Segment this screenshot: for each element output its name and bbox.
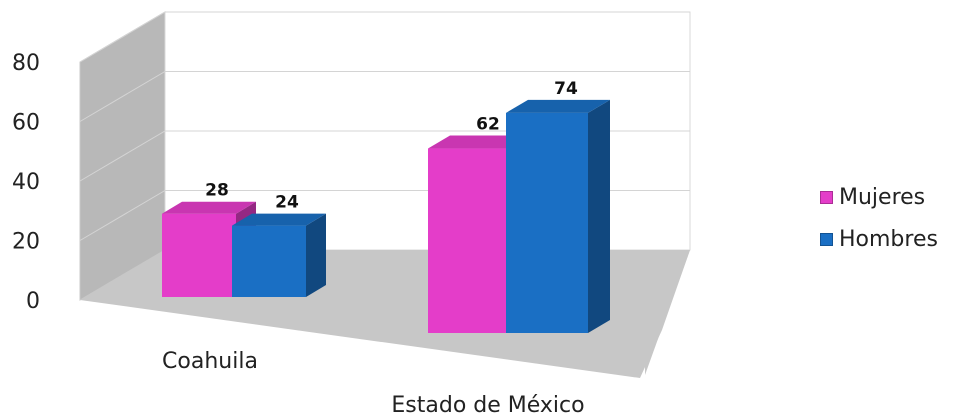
legend-item-mujeres: Mujeres	[820, 176, 938, 218]
y-tick-label: 60	[12, 111, 40, 136]
bar-side	[588, 99, 610, 333]
bar-front	[428, 148, 510, 333]
bar-front	[232, 225, 306, 297]
legend-item-hombres: Hombres	[820, 218, 938, 260]
bar-top	[506, 99, 610, 113]
y-tick-label: 20	[12, 230, 40, 255]
legend-label-hombres: Hombres	[839, 226, 938, 252]
y-tick-label: 80	[12, 51, 40, 76]
data-labels: 28 62 24 74	[205, 79, 578, 213]
bar-front	[506, 112, 588, 333]
gridline	[79, 71, 690, 122]
y-axis-ticks: 0 20 40 60 80	[12, 51, 40, 314]
y-tick-label: 0	[26, 289, 40, 314]
y-tick-label: 40	[12, 170, 40, 195]
category-label: Coahuila	[162, 349, 258, 374]
legend-swatch-mujeres	[820, 190, 833, 204]
category-label: Estado de México	[391, 393, 584, 417]
bar-top	[232, 213, 326, 226]
bar-top	[162, 201, 256, 214]
data-label: 62	[476, 115, 500, 135]
data-label: 74	[554, 79, 578, 99]
bar-front	[162, 213, 236, 297]
bar-hombres-0	[232, 213, 326, 297]
data-label: 24	[275, 193, 299, 213]
bars	[162, 99, 610, 333]
bar-hombres-1	[506, 99, 610, 333]
data-label: 28	[205, 181, 229, 201]
category-labels: Coahuila Estado de México	[162, 349, 585, 417]
legend-label-mujeres: Mujeres	[839, 184, 926, 210]
gridline	[79, 11, 690, 63]
legend: Mujeres Hombres	[820, 176, 938, 260]
bar-side	[306, 213, 326, 297]
legend-swatch-hombres	[820, 232, 833, 246]
